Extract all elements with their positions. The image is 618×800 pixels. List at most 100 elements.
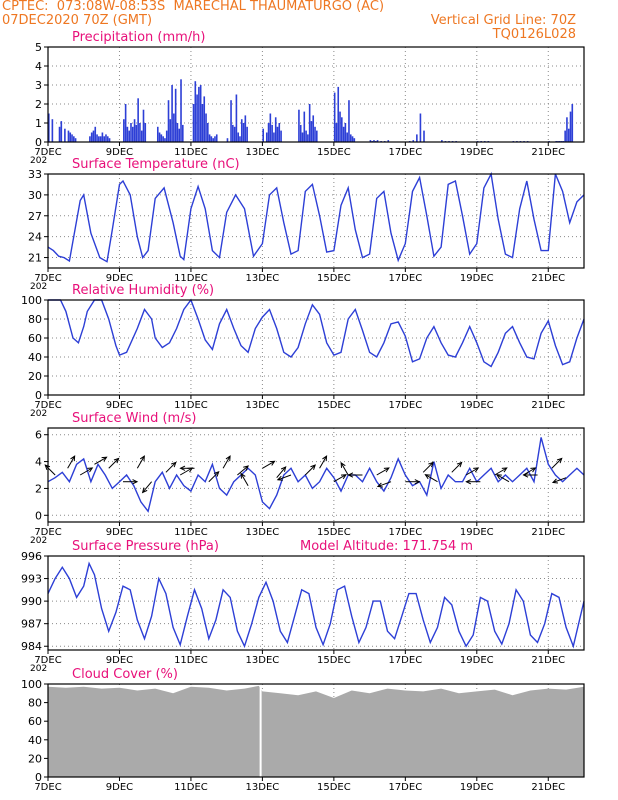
wind-vector: [551, 458, 563, 469]
y-tick-label: 0: [35, 389, 42, 402]
wind-vector: [376, 467, 390, 476]
precip-bar: [105, 134, 107, 142]
y-tick-label: 20: [28, 752, 42, 765]
x-tick-label: 17DEC: [388, 400, 422, 411]
precip-bar: [262, 128, 265, 142]
wind-vector: [340, 462, 349, 476]
panel-title: Surface Pressure (hPa): [72, 539, 219, 554]
wind-vector: [142, 481, 153, 493]
precip-bar: [566, 117, 568, 142]
panel-title: Relative Humidity (%): [72, 283, 214, 298]
x-tick-label: 7DEC: [34, 273, 61, 284]
y-tick-label: 40: [28, 351, 42, 364]
x-tick-label: 11DEC: [174, 147, 208, 158]
y-tick-label: 5: [35, 41, 42, 54]
precip-bar: [339, 111, 341, 142]
x-tick-label: 17DEC: [388, 273, 422, 284]
precip-bar: [269, 113, 272, 142]
precip-bar: [267, 123, 270, 142]
panel-frame: [47, 427, 585, 523]
panel-title: Cloud Cover (%): [72, 667, 178, 682]
precip-bar: [441, 140, 443, 142]
x-tick-label: 11DEC: [174, 400, 208, 411]
precip-bar: [298, 109, 300, 142]
precip-bar: [310, 121, 313, 142]
precip-bar: [210, 136, 213, 142]
precip-bar: [160, 134, 163, 142]
precip-bar: [203, 96, 206, 142]
y-tick-label: 21: [28, 252, 42, 265]
x-tick-label: 21DEC: [531, 273, 565, 284]
y-tick-label: 984: [21, 640, 42, 653]
precip-bar: [348, 100, 350, 142]
wind-vector: [425, 474, 438, 483]
wind-vector-head: [501, 467, 508, 473]
precip-bar: [226, 138, 229, 142]
precip-bar: [101, 132, 104, 142]
precip-bar: [303, 111, 306, 142]
precip-bar: [207, 123, 209, 142]
y-tick-label: 987: [21, 618, 42, 631]
precip-bar: [130, 123, 132, 142]
wind-vector: [262, 460, 275, 469]
x-tick-label: 15DEC: [317, 147, 351, 158]
precip-bar: [369, 140, 372, 142]
y-tick-label: 30: [28, 189, 42, 202]
y-tick-label: 3: [35, 79, 42, 92]
wind-vector-head: [87, 467, 94, 473]
precip-bar: [167, 100, 170, 142]
precip-bar: [239, 136, 241, 142]
precip-bar: [180, 79, 182, 142]
x-year-label: 202: [30, 536, 47, 546]
precip-bar: [349, 134, 352, 142]
wind-vector-head: [70, 455, 76, 462]
x-tick-label: 21DEC: [531, 527, 565, 538]
cloud-cover-area: [48, 685, 584, 777]
x-tick-label: 17DEC: [388, 527, 422, 538]
wind-vector: [276, 466, 287, 479]
x-tick-label: 13DEC: [246, 147, 280, 158]
wind-vector-head: [556, 457, 563, 464]
wind-vector: [208, 471, 220, 483]
precip-bar: [387, 140, 390, 142]
precip-bar: [123, 119, 125, 142]
precip-bar: [140, 130, 143, 142]
wind-vector: [79, 467, 93, 476]
wind-vector-head: [139, 455, 145, 462]
precip-bar: [135, 124, 138, 142]
precip-bar: [92, 130, 95, 142]
precip-bar: [233, 126, 236, 142]
precip-bar: [73, 136, 75, 142]
wind-vector-head: [310, 464, 316, 470]
wind-vector-head: [530, 467, 537, 473]
precip-bar: [156, 126, 159, 142]
wind-vector: [44, 464, 56, 476]
precip-bar: [278, 123, 281, 142]
precip-bar: [341, 117, 343, 142]
y-tick-label: 990: [21, 595, 42, 608]
precip-bar: [342, 126, 345, 142]
x-tick-label: 19DEC: [460, 400, 494, 411]
x-tick-label: 7DEC: [34, 782, 61, 793]
precip-bar: [194, 81, 197, 142]
precip-bar: [137, 98, 139, 142]
precip-bar: [312, 115, 315, 142]
wind-vector: [319, 455, 328, 469]
x-tick-label: 17DEC: [388, 782, 422, 793]
precip-bar: [126, 126, 129, 142]
wind-vector-head: [240, 472, 246, 479]
precip-bar: [69, 132, 72, 142]
precip-bar: [416, 134, 418, 142]
precip-bar: [169, 119, 172, 142]
y-tick-label: 60: [28, 332, 42, 345]
series-line-humidity: [48, 298, 585, 368]
panel-cloud-cover: [44, 683, 585, 781]
x-tick-label: 15DEC: [317, 273, 351, 284]
wind-vector-head: [322, 455, 328, 462]
precip-bar: [376, 140, 379, 142]
wind-vector-head: [428, 461, 434, 468]
precip-bar: [51, 119, 54, 142]
x-tick-label: 7DEC: [34, 527, 61, 538]
wind-vector-head: [340, 474, 347, 480]
y-tick-label: 40: [28, 734, 42, 747]
